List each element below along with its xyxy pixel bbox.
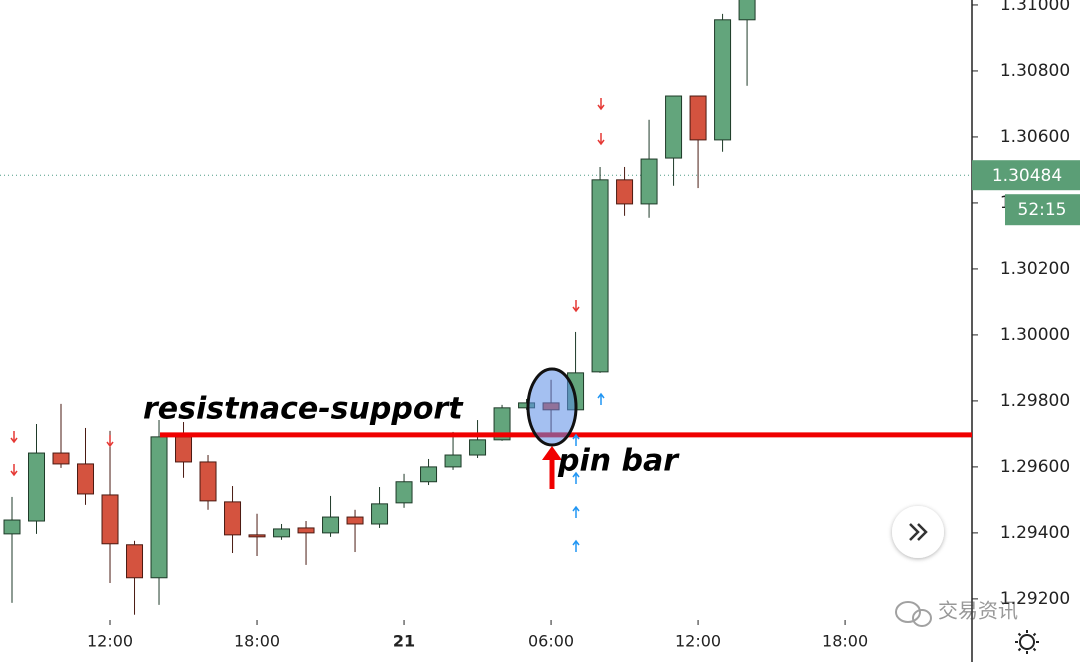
candle-body <box>3 519 21 535</box>
y-tick-label: 1.31000 <box>1000 0 1070 15</box>
countdown: 52:15 <box>1018 200 1067 220</box>
gear <box>1019 634 1035 650</box>
candle-body <box>591 179 609 373</box>
gear-teeth <box>1015 630 1039 654</box>
x-tick-label: 18:00 <box>234 632 280 651</box>
scroll-button[interactable] <box>892 506 944 558</box>
y-tick-label: 1.30600 <box>1000 127 1070 147</box>
sell-signal <box>597 98 605 111</box>
settings-icon[interactable] <box>1015 630 1039 654</box>
countdown-bg <box>1005 194 1080 226</box>
buy-signal <box>572 471 580 484</box>
watermark-text: 交易资讯 <box>938 599 1018 623</box>
sell-signal <box>572 300 580 313</box>
candle-body <box>297 527 315 534</box>
watermark-icon <box>895 601 921 623</box>
y-tick-label: 1.30000 <box>1000 325 1070 345</box>
candle-body <box>199 461 217 502</box>
scroll-icon <box>909 523 928 541</box>
x-tick-label: 12:00 <box>675 632 721 651</box>
watermark-icon <box>912 609 932 627</box>
candle-body <box>689 95 707 141</box>
candle-body <box>346 516 364 525</box>
annotation: pin bar <box>557 444 680 479</box>
candle-body <box>101 494 119 545</box>
x-tick-label: 21 <box>393 632 415 651</box>
candle-body <box>273 528 291 538</box>
candle-body <box>714 19 732 141</box>
candle-body <box>469 439 487 456</box>
candle-body <box>420 466 438 483</box>
candle-body <box>175 436 193 463</box>
x-tick-label: 18:00 <box>822 632 868 651</box>
candle-body <box>248 534 266 538</box>
overlay <box>10 98 972 552</box>
sell-signal <box>597 133 605 146</box>
plot-area <box>0 0 972 615</box>
candle-body <box>52 452 70 465</box>
candle-body <box>322 516 340 534</box>
buy-signal <box>572 433 580 446</box>
watermark: 交易资讯 <box>895 599 1018 627</box>
pin-bar-arrowhead <box>542 446 562 460</box>
sell-signal <box>106 435 114 448</box>
candle-body <box>371 503 389 525</box>
y-tick-label: 1.29400 <box>1000 523 1070 543</box>
candle-body <box>640 158 658 205</box>
sell-signal <box>10 431 18 444</box>
candle-body <box>224 501 242 536</box>
buy-signal <box>597 392 605 405</box>
candle-body <box>395 481 413 504</box>
candle-body <box>738 0 756 21</box>
y-tick-label: 1.30200 <box>1000 259 1070 279</box>
candle-body <box>28 452 46 522</box>
y-tick-label: 1.29600 <box>1000 457 1070 477</box>
x-tick-label: 06:00 <box>528 632 574 651</box>
sell-signal <box>10 464 18 477</box>
candle-body <box>616 179 634 205</box>
pin-bar-highlight <box>526 367 578 447</box>
candle-body <box>77 463 95 495</box>
y-tick-label: 1.30800 <box>1000 61 1070 81</box>
y-tick-label: 1.29800 <box>1000 391 1070 411</box>
candle-body <box>150 436 168 579</box>
last-price-bg <box>972 160 1080 191</box>
last-price-label: 1.30484 <box>992 166 1062 186</box>
buy-signal <box>572 505 580 518</box>
buy-signal <box>572 539 580 552</box>
annotation: resistnace-support <box>143 392 464 427</box>
candle-body <box>126 544 144 579</box>
x-tick-label: 12:00 <box>87 632 133 651</box>
y-tick-label: 1.29200 <box>1000 589 1070 609</box>
candle-body <box>493 407 511 441</box>
candle-body <box>444 454 462 468</box>
candle-body <box>665 95 683 159</box>
price-axis: 1.29200 1.29400 1.29600 1.29800 1.30000 1.302… <box>87 0 1080 651</box>
